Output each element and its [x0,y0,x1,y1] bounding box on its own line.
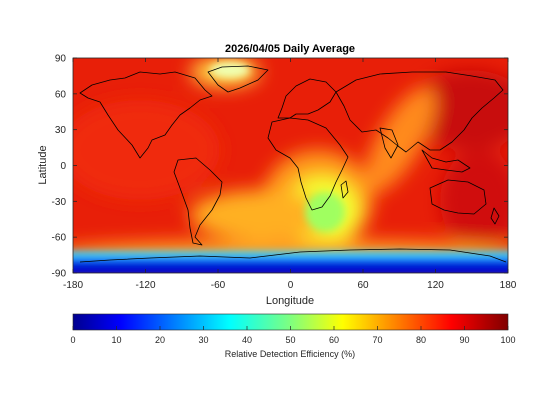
field-west-red [73,100,220,200]
x-axis-ticks: -180 -120 -60 0 60 120 180 [63,58,517,291]
colorbar-tick-label: 90 [459,335,469,345]
field-indian-band [364,86,436,194]
coastline-asia [335,71,504,153]
x-tick-label: 0 [288,280,294,291]
y-tick-label: 60 [55,89,67,100]
x-tick-label: -120 [135,280,155,291]
field-antarctic-edge-blue [73,257,508,264]
x-tick-label: 180 [500,280,517,291]
x-tick-label: 120 [427,280,444,291]
coastline-india [379,127,399,159]
field-antarctica [73,262,508,273]
coastline-north-america [79,71,213,159]
y-tick-label: 0 [60,161,66,172]
colorbar-label: Relative Detection Efficiency (%) [225,349,355,359]
colorbar-tick-label: 50 [285,335,295,345]
colorbar-tick-label: 10 [111,335,121,345]
y-tick-label: -60 [52,233,67,244]
colorbar-tick-label: 70 [372,335,382,345]
x-axis-label: Longitude [266,295,314,307]
y-axis-label: Latitude [37,145,49,184]
coastline-southeast-asia [421,149,471,173]
colorbar-tick-label: 40 [242,335,252,345]
coastline-australia [429,179,487,215]
coastline-new-zealand [490,207,500,225]
colorbar-tick-label: 30 [198,335,208,345]
y-tick-label: 90 [55,54,67,65]
field-asia-dark [410,70,508,150]
coastline-madagascar [340,180,349,199]
chart-title: 2026/04/05 Daily Average [225,43,355,55]
y-axis-ticks: 90 60 30 0 -30 -60 -90 [52,54,508,280]
colorbar-ticks: 0 10 20 30 40 50 60 70 80 90 100 [70,326,516,345]
y-tick-label: 30 [55,125,67,136]
coastline-antarctica [79,248,507,263]
colorbar-tick-label: 0 [70,335,75,345]
x-tick-label: 60 [357,280,369,291]
x-tick-label: -180 [63,280,83,291]
field-africa-green [305,192,345,232]
coastline-greenland [207,65,269,93]
coastlines [79,65,507,263]
field-pacific-dark [440,150,508,250]
efficiency-field [73,58,508,273]
colorbar-tick-label: 100 [500,335,515,345]
coastline-africa [267,117,349,211]
colorbar-tick-label: 80 [416,335,426,345]
y-tick-label: -30 [52,197,67,208]
field-greenland-core [210,62,250,78]
coastline-south-america [173,157,223,246]
x-tick-label: -60 [211,280,226,291]
colorbar-tick-label: 60 [329,335,339,345]
colorbar-tick-label: 20 [155,335,165,345]
y-tick-label: -90 [52,269,67,280]
field-south-band [190,190,330,240]
field-antarctic-edge-cyan [73,251,508,259]
